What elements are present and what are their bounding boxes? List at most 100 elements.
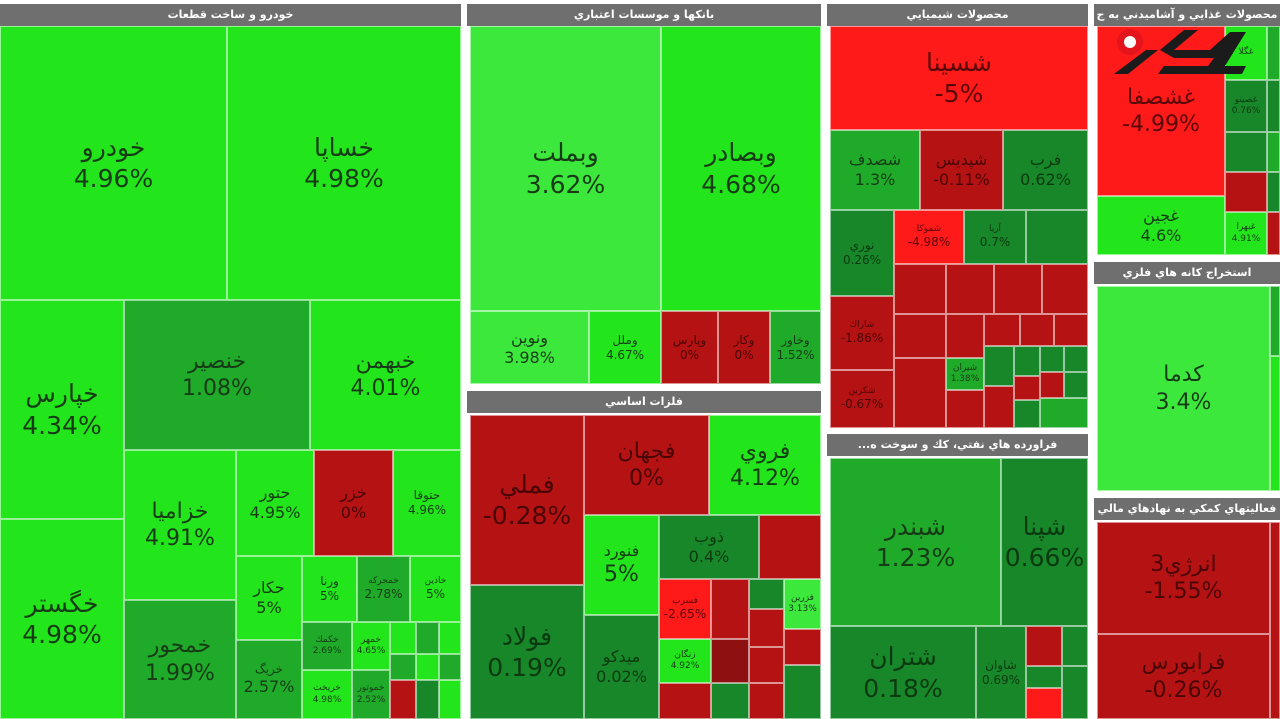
tile-noori[interactable]: نوري 0.26%	[830, 210, 894, 296]
tile-shsadaf[interactable]: شصدف 1.3%	[830, 130, 920, 210]
tile-foolad[interactable]: فولاد 0.19%	[470, 585, 584, 719]
tile-small[interactable]	[784, 665, 821, 719]
tile-small[interactable]	[1020, 314, 1054, 346]
tile-shavan[interactable]: شاوان 0.69%	[976, 626, 1026, 719]
tile-farab[interactable]: فرب 0.62%	[1003, 130, 1088, 210]
tile-small[interactable]	[749, 683, 784, 719]
tile-farabourse[interactable]: فرابورس -0.26%	[1097, 634, 1270, 719]
tile-small[interactable]	[659, 683, 711, 719]
tile-midco[interactable]: ميدكو 0.02%	[584, 615, 659, 719]
tile-small[interactable]	[439, 622, 461, 654]
tile-small[interactable]	[994, 264, 1042, 314]
tile-small[interactable]	[439, 680, 461, 719]
tile-small[interactable]	[1054, 314, 1088, 346]
tile-shkarbon[interactable]: شكربن -0.67%	[830, 370, 894, 428]
tile-small[interactable]	[1014, 346, 1040, 376]
tile-small[interactable]	[984, 386, 1014, 428]
tile-khrikhg[interactable]: خريگ 2.57%	[236, 640, 302, 719]
tile-small[interactable]	[759, 515, 821, 579]
tile-energy3[interactable]: انرژي3 -1.55%	[1097, 522, 1270, 634]
sector-title[interactable]: فعاليتهاي کمکي به نهادهاي مالي	[1094, 498, 1280, 520]
tile-khsapa[interactable]: خساپا 4.98%	[227, 26, 461, 300]
tile-small[interactable]	[1040, 346, 1064, 372]
tile-small[interactable]	[1270, 286, 1280, 356]
tile-vbsader[interactable]: وبصادر 4.68%	[661, 26, 821, 311]
tile-khbahman[interactable]: خبهمن 4.01%	[310, 300, 461, 450]
tile-small[interactable]	[390, 622, 416, 654]
sector-title[interactable]: خودرو و ساخت قطعات	[0, 4, 461, 26]
tile-fsorb[interactable]: فسرب -2.65%	[659, 579, 711, 639]
tile-small[interactable]	[1040, 398, 1088, 428]
tile-small[interactable]	[1270, 522, 1280, 719]
tile-small[interactable]	[711, 683, 749, 719]
tile-shmooka[interactable]: شموكا -4.98%	[894, 210, 964, 264]
tile-small[interactable]	[1026, 688, 1062, 719]
tile-fmelli[interactable]: فملي -0.28%	[470, 415, 584, 585]
tile-ghbehra[interactable]: غبهرا 4.91%	[1225, 212, 1267, 255]
tile-fjahan[interactable]: فجهان 0%	[584, 415, 709, 515]
tile-small[interactable]	[1040, 372, 1064, 398]
sector-title[interactable]: فلزات اساسي	[467, 391, 821, 413]
tile-small[interactable]	[1270, 356, 1280, 491]
tile-small[interactable]	[416, 680, 439, 719]
tile-small[interactable]	[984, 314, 1020, 346]
tile-small[interactable]	[1225, 172, 1267, 212]
tile-small[interactable]	[711, 579, 749, 639]
tile-small[interactable]	[1267, 172, 1280, 212]
tile-shtaran[interactable]: شتران 0.18%	[830, 626, 976, 719]
tile-small[interactable]	[1014, 400, 1040, 428]
tile-small[interactable]	[390, 680, 416, 719]
tile-shpna[interactable]: شپنا 0.66%	[1001, 458, 1088, 626]
tile-vkhavar[interactable]: وخاور 1.52%	[770, 311, 821, 384]
tile-shbandar[interactable]: شبندر 1.23%	[830, 458, 1001, 626]
tile-varna[interactable]: ورنا 5%	[302, 556, 357, 622]
tile-small[interactable]	[416, 622, 439, 654]
sector-title[interactable]: محصولات غذايي و آشاميدني به ج	[1094, 4, 1280, 26]
tile-small[interactable]	[1267, 80, 1280, 132]
tile-shiran[interactable]: شيران 1.38%	[946, 358, 984, 390]
tile-vnovin[interactable]: ونوين 3.98%	[470, 311, 589, 384]
tile-khmehr[interactable]: خمهر 4.65%	[352, 622, 390, 670]
tile-small[interactable]	[946, 264, 994, 314]
tile-fzarin[interactable]: فزرين 3.13%	[784, 579, 821, 629]
tile-ghjin[interactable]: غجين 4.6%	[1097, 196, 1225, 255]
tile-small[interactable]	[749, 609, 784, 647]
tile-khrikht[interactable]: خريخت 4.98%	[302, 670, 352, 719]
tile-khazar[interactable]: خزر 0%	[314, 450, 393, 556]
tile-vbmellat[interactable]: وبملت 3.62%	[470, 26, 661, 311]
tile-small[interactable]	[1026, 666, 1062, 688]
tile-khodro[interactable]: خودرو 4.96%	[0, 26, 227, 300]
tile-khkomak[interactable]: خكمك 2.69%	[302, 622, 352, 670]
tile-sharak[interactable]: شاراك -1.86%	[830, 296, 894, 370]
tile-small[interactable]	[894, 264, 946, 314]
tile-small[interactable]	[1042, 264, 1088, 314]
tile-shsina[interactable]: شسينا -5%	[830, 26, 1088, 130]
tile-small[interactable]	[1026, 210, 1088, 264]
tile-khnasir[interactable]: خنصير 1.08%	[124, 300, 310, 450]
tile-small[interactable]	[749, 647, 784, 683]
tile-vmellal[interactable]: وملل 4.67%	[589, 311, 661, 384]
sector-title[interactable]: استخراج کانه هاي فلزي	[1094, 262, 1280, 284]
sector-title[interactable]: محصولات شيميايي	[827, 4, 1088, 26]
sector-title[interactable]: بانکها و موسسات اعتباري	[467, 4, 821, 26]
tile-ghsino[interactable]: غصينو 0.76%	[1225, 80, 1267, 132]
tile-khkar[interactable]: حكار 5%	[236, 556, 302, 640]
tile-small[interactable]	[894, 358, 946, 428]
tile-khgostar[interactable]: خگستر 4.98%	[0, 519, 124, 719]
tile-khtoogha[interactable]: حتوقا 4.96%	[393, 450, 461, 556]
tile-small[interactable]	[894, 314, 946, 358]
tile-vpars[interactable]: وپارس 0%	[661, 311, 718, 384]
tile-vkar[interactable]: وكار 0%	[718, 311, 770, 384]
tile-zangan[interactable]: زنگان 4.92%	[659, 639, 711, 683]
tile-khmehvar[interactable]: خمحور 1.99%	[124, 600, 236, 719]
tile-small[interactable]	[946, 390, 984, 428]
tile-small[interactable]	[416, 654, 439, 680]
tile-small[interactable]	[946, 314, 984, 358]
tile-small[interactable]	[1062, 666, 1088, 719]
tile-shpadis[interactable]: شپديس -0.11%	[920, 130, 1003, 210]
tile-kdama[interactable]: كدما 3.4%	[1097, 286, 1270, 491]
tile-small[interactable]	[711, 639, 749, 683]
tile-small[interactable]	[1267, 212, 1280, 255]
tile-small[interactable]	[1062, 626, 1088, 666]
tile-small[interactable]	[749, 579, 784, 609]
